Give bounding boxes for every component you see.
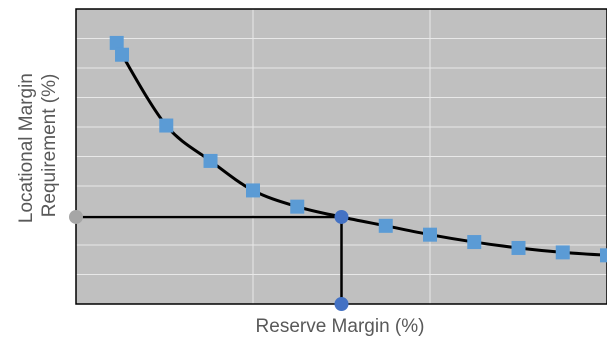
data-point [423, 227, 437, 242]
data-point [159, 118, 174, 133]
reference-points [69, 209, 349, 311]
data-point [246, 183, 260, 198]
x-axis-title: Reserve Margin (%) [256, 316, 425, 337]
data-point [290, 199, 305, 214]
x-axis-reference-point [334, 297, 349, 311]
series-markers [109, 35, 607, 263]
data-point [467, 235, 482, 250]
y-axis-title-line-2: Requirement (%) [39, 74, 60, 218]
data-point [600, 248, 607, 263]
y-axis-title: Locational Margin Requirement (%) [16, 68, 60, 223]
y-axis-reference-point [69, 209, 83, 224]
reference-lines [76, 215, 343, 304]
highlight-point [334, 209, 349, 224]
data-point [378, 218, 393, 233]
data-point [109, 35, 124, 50]
y-axis-title-line-1: Locational Margin [16, 73, 37, 223]
data-point [203, 153, 218, 168]
data-point [511, 240, 526, 255]
data-point [115, 47, 130, 62]
data-point [555, 245, 570, 260]
